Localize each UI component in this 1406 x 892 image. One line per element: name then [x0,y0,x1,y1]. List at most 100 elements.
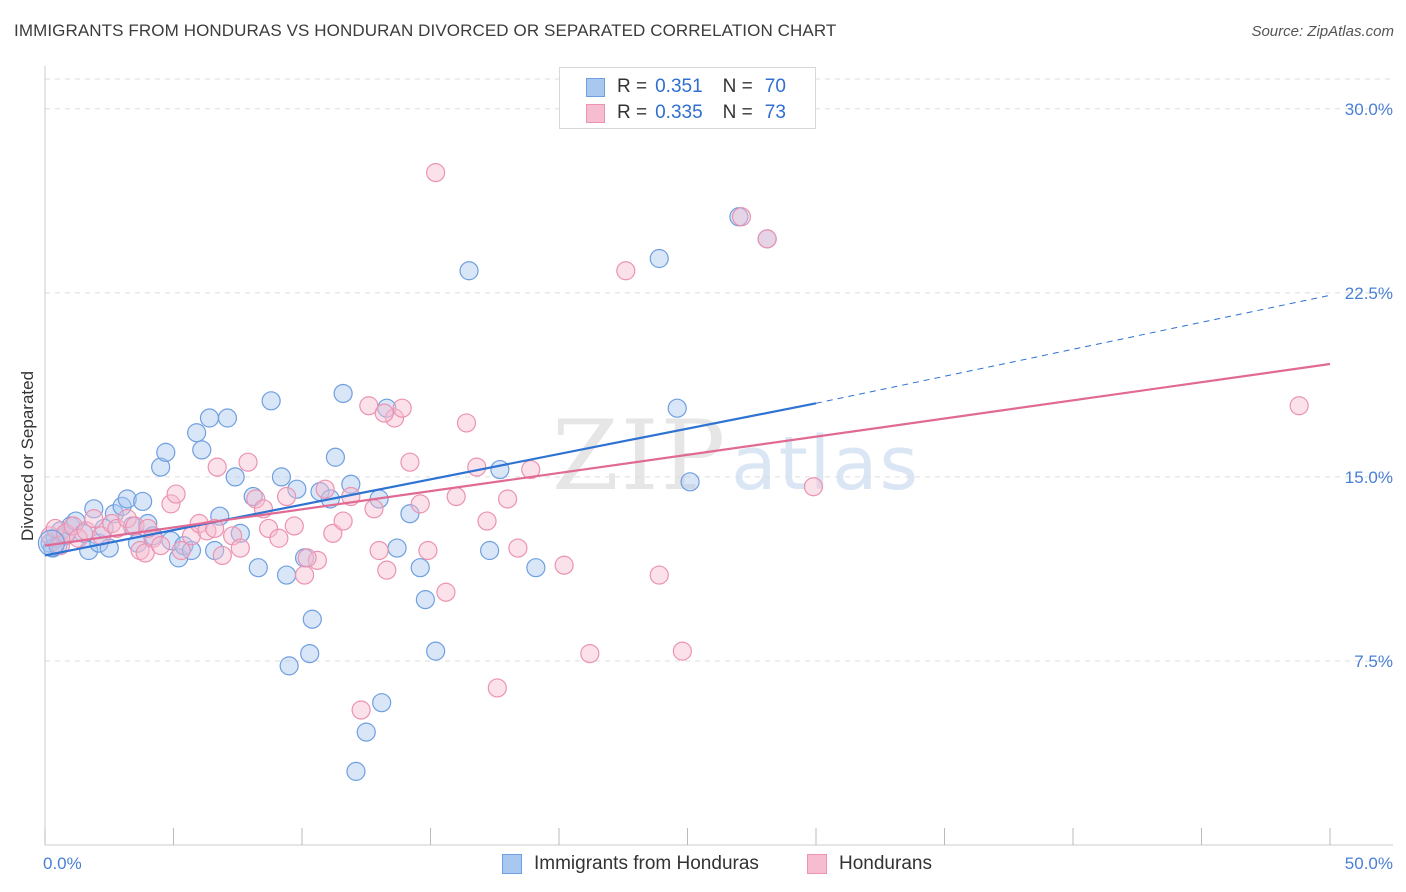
blue-point [415,590,435,610]
blue-point [187,423,207,443]
bottom-legend-swatch-pink [807,854,827,874]
blue-point [480,540,500,561]
blue-point [426,641,446,661]
pink-point [554,555,574,575]
blue-point [199,408,220,428]
pink-point [467,457,487,477]
blue-point [490,459,510,480]
pink-point [498,489,518,509]
chart-title: IMMIGRANTS FROM HONDURAS VS HONDURAN DIV… [14,21,837,40]
pink-point [359,396,379,416]
pink-point [130,540,150,561]
pink-point [731,207,752,227]
legend-n-value: 70 [764,76,786,97]
blue-point [217,408,238,428]
blue-point [276,565,297,585]
legend-row-pink: R = 0.335 N = 73 [586,101,786,125]
pink-point [1289,396,1309,416]
pink-point [374,403,394,423]
pink-point [294,565,315,585]
blue-point [356,722,376,742]
pink-point [377,560,397,580]
trend-line-pink [44,362,1331,547]
pink-point [477,511,497,531]
blue-point [302,609,322,629]
trend-line-blue [44,402,817,557]
pink-point [63,516,83,536]
blue-point [225,467,245,487]
pink-point [323,523,343,543]
x-tick-label: 0.0% [43,854,82,873]
pink-point [68,528,89,548]
pink-point [138,518,158,539]
legend-swatch-pink [586,103,605,123]
blue-point [667,398,687,418]
blue-point [192,440,212,460]
pink-point [258,518,279,539]
legend-r-value: 0.335 [655,102,703,123]
pink-point [384,408,405,428]
blue-point [287,479,307,499]
blue-point [387,538,407,558]
pink-point [238,452,258,472]
blue-point [649,248,669,269]
pink-point [392,398,412,418]
y-tick-label: 30.0% [1345,100,1393,119]
blue-point [271,467,292,487]
legend-n-value: 73 [764,102,786,123]
blue-point [346,761,366,781]
y-tick-label: 22.5% [1345,284,1393,303]
trend-line-blue-extension [815,294,1331,404]
pink-point [436,582,456,602]
blue-point [230,523,250,543]
blue-point [400,504,420,524]
pink-point [207,457,227,477]
pink-point [351,700,371,720]
pink-point [269,528,289,548]
blue-point [333,383,353,404]
blue-point [325,447,346,467]
pink-point [223,526,243,546]
blue-point [459,261,479,281]
pink-point [246,489,266,509]
pink-point [508,538,528,558]
blue-point [300,643,320,664]
pink-point [456,413,477,433]
blue-point [243,486,263,507]
blue-point [181,540,202,561]
source-label: Source: ZipAtlas.com [1251,23,1394,40]
pink-point [410,494,430,514]
pink-point [649,565,669,585]
legend: R = 0.351 N = 70 R = 0.335 N = 73 [559,67,816,129]
pink-point [369,540,389,561]
pink-point [580,643,600,664]
bottom-legend-item-blue: Immigrants from Honduras [502,851,759,877]
legend-swatch-blue [586,77,605,97]
blue-point [680,472,700,492]
legend-row-blue: R = 0.351 N = 70 [586,75,786,99]
pink-point [418,540,438,561]
legend-n-label: N = [722,76,753,97]
pink-point [446,486,466,507]
bottom-legend-label-blue: Immigrants from Honduras [534,853,759,874]
pink-point [230,538,250,558]
pink-point [161,494,181,514]
pink-point [757,229,777,249]
pink-point [364,499,384,519]
blue-point [372,693,392,713]
pink-point [803,477,824,497]
bottom-legend-label-pink: Hondurans [839,853,932,874]
legend-r-value: 0.351 [655,76,703,97]
pink-point [672,641,692,661]
pink-point [166,484,186,504]
pink-point [297,548,317,568]
legend-r-label: R = [617,76,648,97]
y-tick-label: 7.5% [1354,652,1393,671]
pink-point [315,479,335,499]
pink-point [212,545,232,566]
blue-point [84,499,104,519]
blue-point [410,558,430,578]
blue-point [279,656,299,676]
pink-point [151,536,171,556]
